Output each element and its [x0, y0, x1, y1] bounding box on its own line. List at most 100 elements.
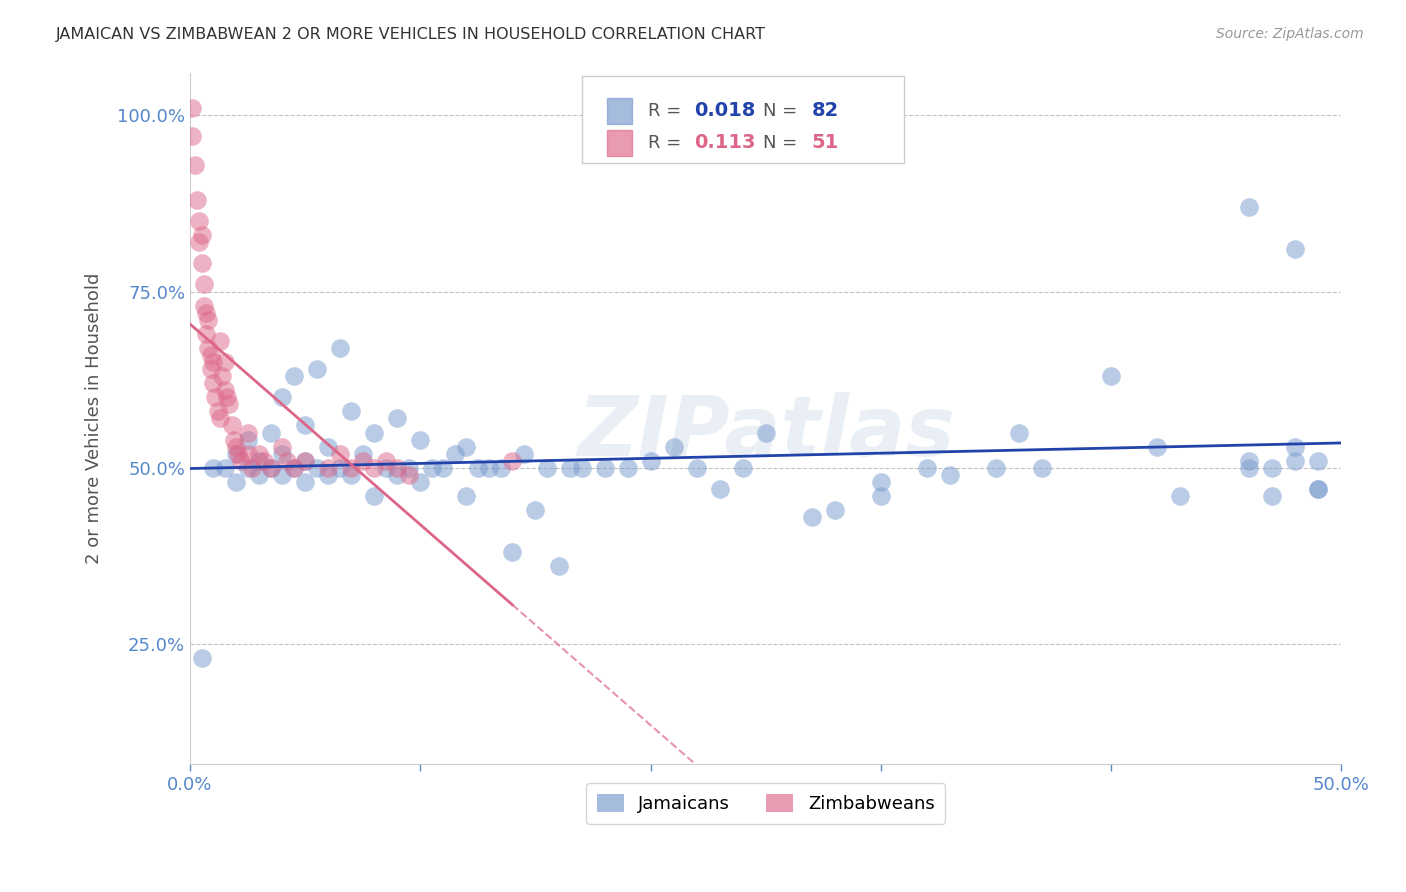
Point	[228, 447, 250, 461]
Text: 51: 51	[811, 133, 839, 153]
FancyBboxPatch shape	[607, 129, 633, 156]
Point	[1099, 369, 1122, 384]
Point	[253, 453, 276, 467]
Text: ZIPatlas: ZIPatlas	[576, 392, 955, 473]
Point	[501, 453, 523, 467]
Point	[1308, 482, 1330, 496]
Point	[363, 425, 385, 440]
Point	[593, 460, 616, 475]
Point	[731, 460, 754, 475]
Point	[409, 433, 432, 447]
Point	[236, 460, 259, 475]
Point	[1239, 460, 1261, 475]
FancyBboxPatch shape	[607, 98, 633, 124]
Point	[316, 440, 339, 454]
Point	[204, 390, 226, 404]
Text: R =: R =	[648, 134, 693, 152]
Text: 82: 82	[811, 102, 839, 120]
Point	[800, 510, 823, 524]
Point	[190, 228, 212, 243]
Point	[186, 193, 208, 207]
Point	[352, 453, 374, 467]
Point	[329, 447, 352, 461]
Point	[352, 447, 374, 461]
Point	[686, 460, 709, 475]
Text: JAMAICAN VS ZIMBABWEAN 2 OR MORE VEHICLES IN HOUSEHOLD CORRELATION CHART: JAMAICAN VS ZIMBABWEAN 2 OR MORE VEHICLE…	[56, 27, 766, 42]
Point	[283, 460, 305, 475]
Point	[211, 369, 233, 384]
Point	[398, 467, 420, 482]
Point	[387, 411, 409, 425]
Point	[1284, 440, 1306, 454]
Point	[1239, 453, 1261, 467]
Point	[247, 453, 270, 467]
Point	[202, 355, 225, 369]
Point	[501, 545, 523, 559]
Point	[259, 425, 281, 440]
Text: 0.018: 0.018	[695, 102, 756, 120]
FancyBboxPatch shape	[582, 77, 904, 162]
Point	[208, 411, 231, 425]
Point	[294, 453, 316, 467]
Point	[755, 425, 778, 440]
Point	[202, 460, 225, 475]
Point	[181, 101, 204, 115]
Point	[398, 460, 420, 475]
Point	[214, 460, 236, 475]
Point	[214, 355, 236, 369]
Point	[374, 453, 396, 467]
Point	[489, 460, 512, 475]
Point	[340, 467, 363, 482]
Point	[200, 348, 222, 362]
Point	[316, 460, 339, 475]
Point	[283, 369, 305, 384]
Point	[571, 460, 593, 475]
Point	[207, 404, 229, 418]
Point	[271, 440, 294, 454]
Point	[190, 651, 212, 665]
Text: Source: ZipAtlas.com: Source: ZipAtlas.com	[1216, 27, 1364, 41]
Point	[305, 460, 328, 475]
Point	[225, 440, 247, 454]
Point	[536, 460, 558, 475]
Point	[294, 418, 316, 433]
Point	[374, 460, 396, 475]
Point	[236, 425, 259, 440]
Point	[915, 460, 938, 475]
Text: N =: N =	[763, 102, 803, 120]
Point	[276, 453, 298, 467]
Point	[444, 447, 467, 461]
Point	[1168, 489, 1191, 503]
Point	[340, 460, 363, 475]
Text: R =: R =	[648, 102, 688, 120]
Point	[456, 440, 478, 454]
Point	[247, 447, 270, 461]
Point	[640, 453, 662, 467]
Point	[547, 559, 569, 574]
Point	[478, 460, 501, 475]
Y-axis label: 2 or more Vehicles in Household: 2 or more Vehicles in Household	[86, 273, 103, 564]
Point	[283, 460, 305, 475]
Point	[236, 433, 259, 447]
Point	[984, 460, 1007, 475]
Point	[183, 158, 205, 172]
Point	[218, 397, 240, 411]
Point	[195, 306, 218, 320]
Point	[420, 460, 443, 475]
Legend: Jamaicans, Zimbabweans: Jamaicans, Zimbabweans	[586, 783, 945, 824]
Point	[363, 460, 385, 475]
Point	[197, 312, 219, 326]
Point	[294, 475, 316, 489]
Point	[387, 467, 409, 482]
Point	[316, 467, 339, 482]
Point	[1239, 200, 1261, 214]
Point	[662, 440, 685, 454]
Point	[221, 418, 243, 433]
Point	[202, 376, 225, 391]
Point	[190, 256, 212, 270]
Point	[363, 489, 385, 503]
Point	[271, 447, 294, 461]
Point	[939, 467, 962, 482]
Point	[181, 129, 204, 144]
Point	[329, 460, 352, 475]
